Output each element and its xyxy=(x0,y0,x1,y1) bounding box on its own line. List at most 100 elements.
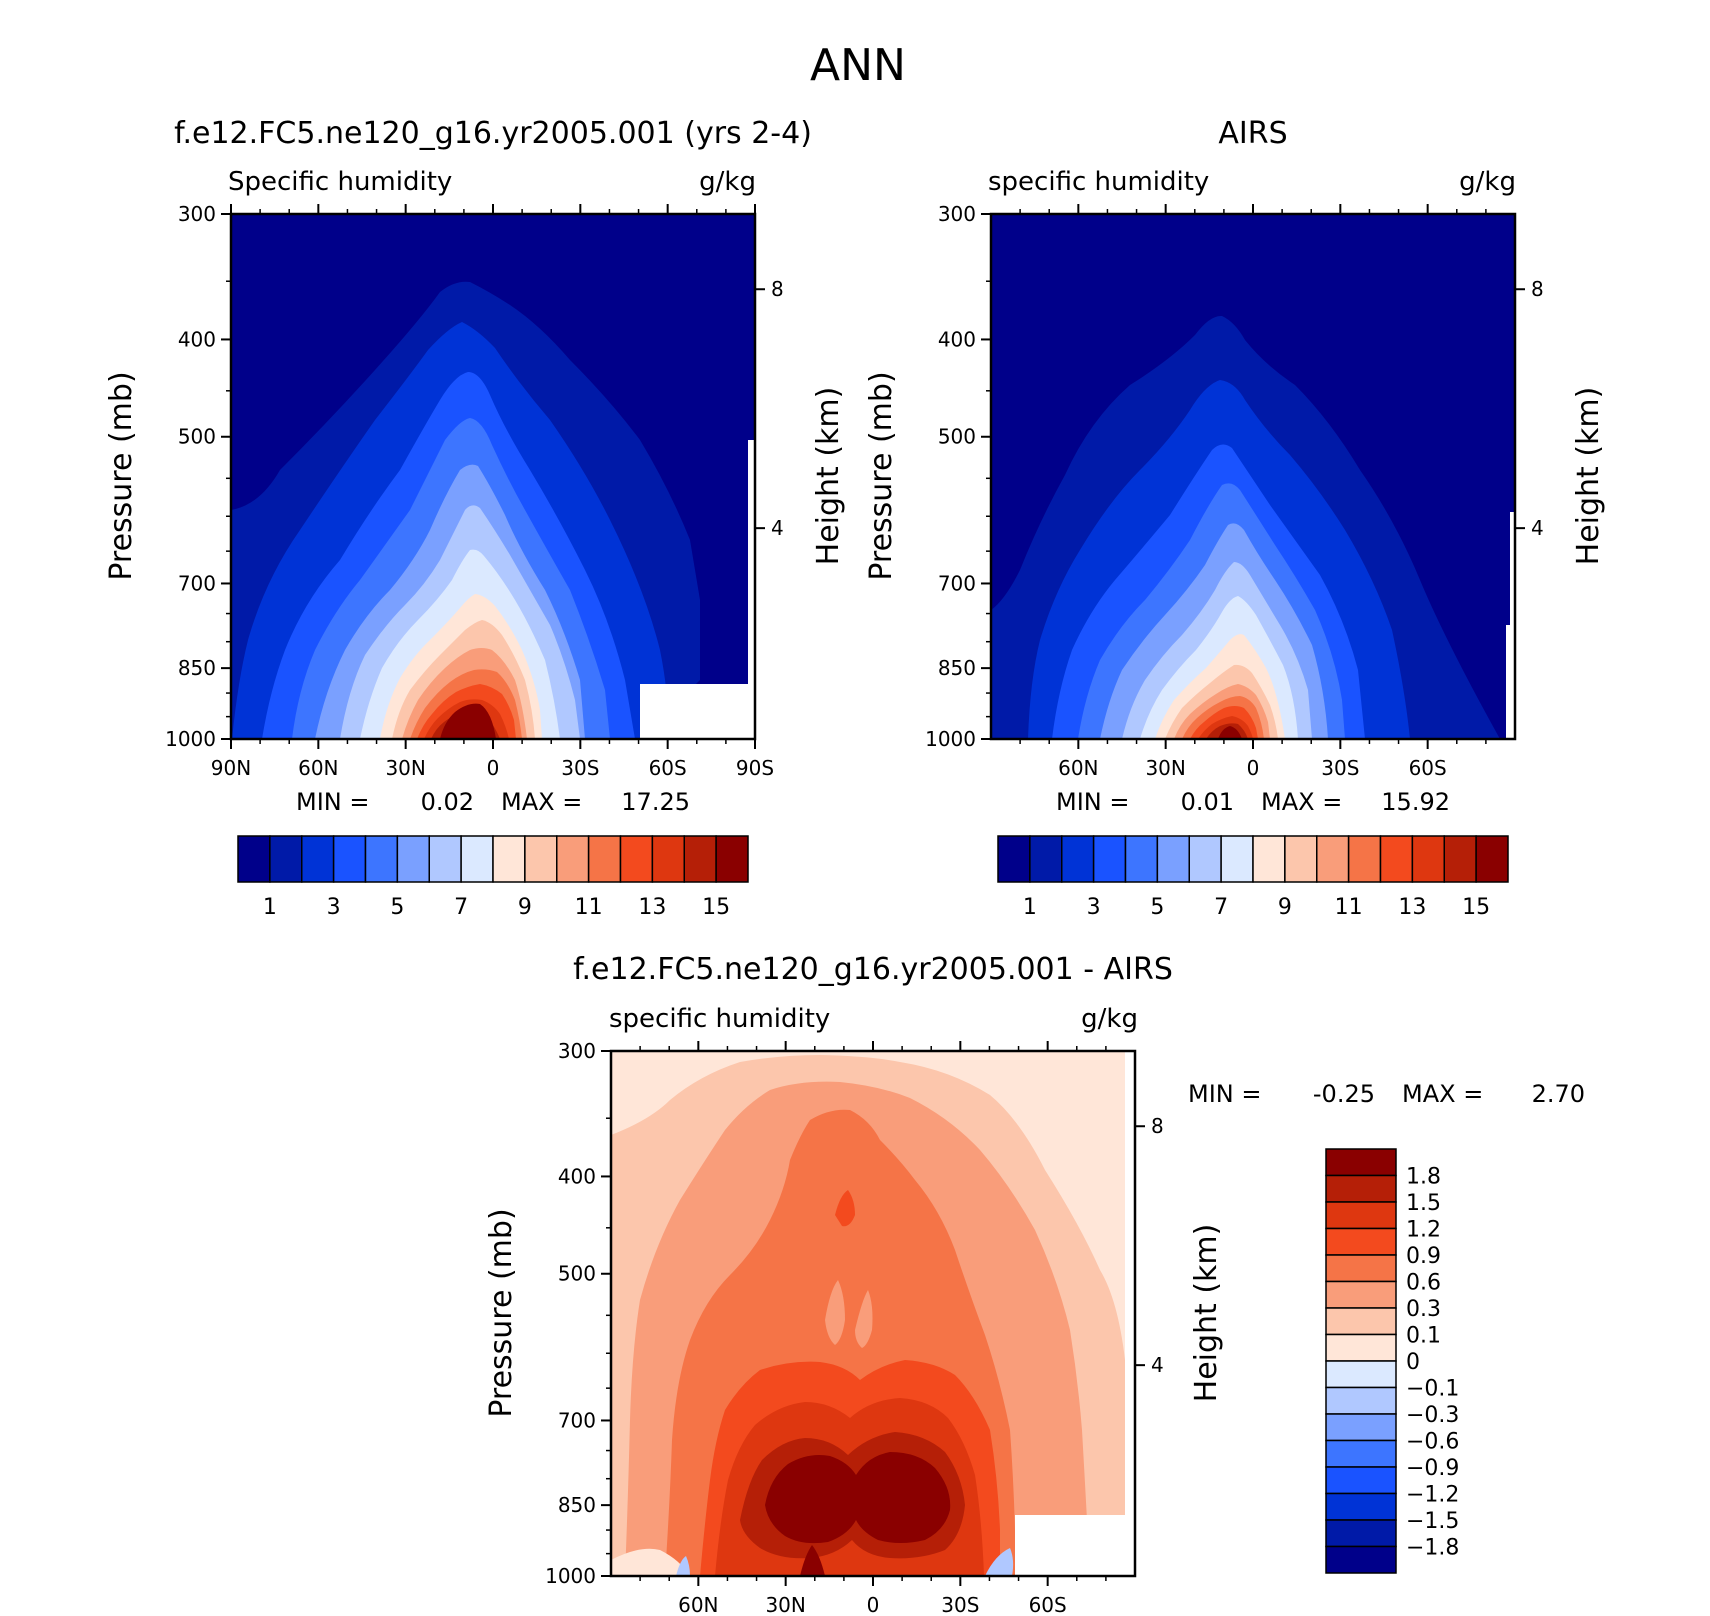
y-tick-label: 500 xyxy=(938,425,976,449)
y-tick-label: 850 xyxy=(558,1493,596,1517)
y2-tick-label: 8 xyxy=(771,277,784,301)
colorbar-label: 0.6 xyxy=(1406,1271,1441,1296)
colorbar-label: 1.5 xyxy=(1406,1191,1441,1216)
colorbar-swatch xyxy=(1325,1333,1397,1362)
y-tick-label: 300 xyxy=(938,202,976,226)
panel-diff-y2label: Height (km) xyxy=(1189,1224,1224,1403)
x-tick-label: 30S xyxy=(561,756,599,780)
colorbar-label: 3 xyxy=(1087,895,1101,920)
colorbar-swatch xyxy=(1325,1254,1397,1283)
colorbar-label: 9 xyxy=(518,895,532,920)
colorbar-swatch xyxy=(1325,1307,1397,1336)
y-tick-label: 1000 xyxy=(165,727,216,751)
colorbar-swatch xyxy=(1347,835,1382,883)
panel-diff-colorbar: 1.81.51.20.90.60.30.10−0.1−0.3−0.6−0.9−1… xyxy=(1325,1148,1459,1574)
colorbar-swatch xyxy=(237,835,271,883)
x-tick-label: 30S xyxy=(941,1593,979,1616)
colorbar-swatch xyxy=(364,835,399,883)
colorbar-label: 0.3 xyxy=(1406,1297,1441,1322)
panel-obs-max-value: 15.92 xyxy=(1381,788,1450,816)
y-tick-label: 700 xyxy=(938,571,976,595)
colorbar-swatch xyxy=(1325,1201,1397,1230)
x-tick-label: 60S xyxy=(649,756,687,780)
colorbar-swatch xyxy=(396,835,430,883)
panel-obs-title: AIRS xyxy=(1218,116,1287,151)
colorbar-swatch xyxy=(428,835,462,883)
panel-model-y2label: Height (km) xyxy=(811,387,846,566)
colorbar-label: −0.3 xyxy=(1406,1403,1459,1428)
x-tick-label: 30N xyxy=(385,756,425,780)
colorbar-swatch xyxy=(1411,835,1445,883)
colorbar-swatch xyxy=(492,835,526,883)
y-tick-label: 1000 xyxy=(545,1564,596,1588)
panel-obs-max-label: MAX = xyxy=(1261,788,1342,816)
panel-obs-plot xyxy=(991,214,1515,739)
panel-model: f.e12.FC5.ne120_g16.yr2005.001 (yrs 2-4)… xyxy=(104,116,846,920)
colorbar-swatch xyxy=(1379,835,1414,883)
colorbar-label: 7 xyxy=(454,895,468,920)
colorbar-swatch xyxy=(1029,835,1063,883)
panel-obs-units-label: g/kg xyxy=(1459,167,1516,197)
panel-model-plot xyxy=(231,214,755,739)
colorbar-swatch xyxy=(1325,1280,1397,1309)
colorbar-swatch xyxy=(1325,1545,1397,1574)
panel-model-max-value: 17.25 xyxy=(621,788,690,816)
colorbar-swatch xyxy=(269,835,303,883)
colorbar-label: 0 xyxy=(1406,1350,1420,1375)
colorbar-swatch xyxy=(1220,835,1254,883)
colorbar-label: 9 xyxy=(1278,895,1292,920)
panel-diff-ylabel: Pressure (mb) xyxy=(484,1208,519,1417)
colorbar-swatch xyxy=(1325,1148,1397,1177)
y-tick-label: 850 xyxy=(938,656,976,680)
colorbar-swatch xyxy=(1475,835,1509,883)
colorbar-label: 0.9 xyxy=(1406,1244,1441,1269)
colorbar-label: 13 xyxy=(638,895,666,920)
colorbar-label: 5 xyxy=(390,895,404,920)
colorbar-swatch xyxy=(651,835,685,883)
contour-level-minus-0.1 xyxy=(985,1548,1014,1576)
panel-obs-axes: 300 400 500 700 850 1000 8 4 60N 30N 0 30S 60S xyxy=(925,202,1544,780)
colorbar-swatch xyxy=(460,835,494,883)
colorbar-label: −1.5 xyxy=(1406,1509,1459,1534)
colorbar-label: −0.6 xyxy=(1406,1430,1459,1455)
colorbar-swatch xyxy=(683,835,717,883)
colorbar-label: −0.9 xyxy=(1406,1456,1459,1481)
colorbar-swatch xyxy=(332,835,367,883)
colorbar-swatch xyxy=(1325,1386,1397,1415)
colorbar-swatch xyxy=(1092,835,1127,883)
colorbar-swatch xyxy=(1188,835,1222,883)
colorbar-swatch xyxy=(1325,1174,1397,1203)
missing-data-region xyxy=(1125,1051,1135,1521)
colorbar-swatch xyxy=(619,835,654,883)
colorbar-swatch xyxy=(556,835,590,883)
colorbar-label: −1.8 xyxy=(1406,1536,1459,1561)
y-tick-label: 400 xyxy=(938,327,976,351)
colorbar-swatch xyxy=(301,835,335,883)
missing-data-region xyxy=(1510,512,1515,627)
panel-obs-ylabel: Pressure (mb) xyxy=(864,371,899,580)
y-tick-label: 1000 xyxy=(925,727,976,751)
panel-model-title: f.e12.FC5.ne120_g16.yr2005.001 (yrs 2-4) xyxy=(174,116,812,151)
colorbar-swatch xyxy=(587,835,622,883)
x-tick-label: 30S xyxy=(1321,756,1359,780)
y2-tick-label: 8 xyxy=(1531,277,1544,301)
colorbar-label: 0.1 xyxy=(1406,1324,1441,1349)
colorbar-label: −1.2 xyxy=(1406,1483,1459,1508)
colorbar-label: 3 xyxy=(327,895,341,920)
missing-data-region xyxy=(1015,1515,1135,1576)
y-tick-label: 500 xyxy=(178,425,216,449)
colorbar-label: 7 xyxy=(1214,895,1228,920)
colorbar-label: 15 xyxy=(702,895,730,920)
contour-level-0.1 xyxy=(611,1548,690,1576)
contour-level-0.6 xyxy=(825,1280,845,1345)
contour-level-1.8 xyxy=(800,1545,825,1576)
panel-model-variable-label: Specific humidity xyxy=(228,167,452,197)
x-tick-label: 60S xyxy=(1029,1593,1067,1616)
colorbar-swatch xyxy=(1124,835,1159,883)
panel-diff-title: f.e12.FC5.ne120_g16.yr2005.001 - AIRS xyxy=(573,952,1173,987)
panel-diff-max-value: 2.70 xyxy=(1532,1080,1585,1108)
colorbar-label: 15 xyxy=(1462,895,1490,920)
figure-title: ANN xyxy=(810,40,906,91)
panel-model-units-label: g/kg xyxy=(699,167,756,197)
colorbar-label: −0.1 xyxy=(1406,1377,1459,1402)
